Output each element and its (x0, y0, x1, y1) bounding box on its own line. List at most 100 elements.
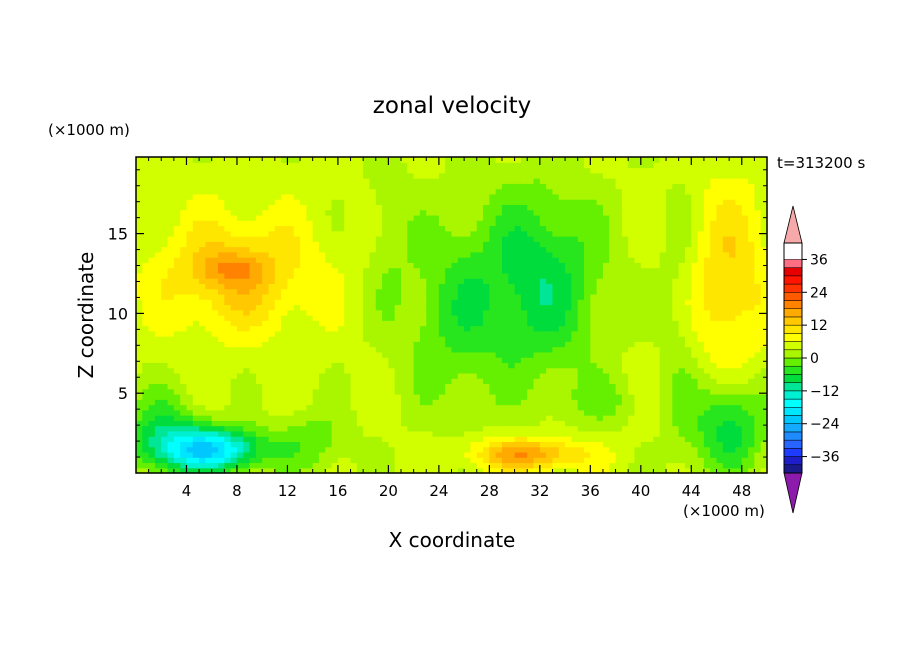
contour-cell (489, 462, 497, 469)
contour-cell (293, 204, 301, 211)
contour-cell (432, 378, 440, 385)
contour-cell (268, 320, 276, 327)
contour-cell (192, 230, 200, 237)
contour-cell (457, 409, 465, 416)
contour-cell (621, 293, 629, 300)
contour-cell (192, 309, 200, 316)
contour-cell (167, 388, 175, 395)
contour-cell (527, 299, 535, 306)
contour-cell (413, 172, 421, 179)
contour-cell (565, 262, 572, 269)
contour-cell (457, 315, 465, 321)
contour-cell (180, 230, 188, 237)
contour-cell (602, 230, 610, 237)
contour-cell (615, 351, 623, 358)
contour-cell (142, 394, 150, 400)
contour-cell (306, 367, 314, 374)
contour-cell (318, 346, 326, 353)
contour-cell (533, 267, 541, 274)
contour-cell (520, 388, 528, 395)
contour-cell (615, 278, 623, 284)
contour-cell (369, 325, 377, 332)
contour-cell (243, 178, 251, 184)
contour-cell (602, 188, 610, 195)
contour-cell (647, 341, 655, 348)
contour-cell (596, 304, 604, 311)
contour-cell (615, 167, 623, 174)
contour-cell (489, 309, 497, 316)
contour-cell (401, 367, 408, 374)
contour-cell (148, 441, 156, 448)
contour-cell (451, 230, 459, 237)
contour-cell (148, 357, 156, 363)
contour-cell (628, 188, 636, 195)
contour-cell (577, 251, 585, 258)
contour-cell (136, 241, 143, 248)
contour-cell (274, 199, 282, 205)
contour-cell (495, 420, 503, 427)
contour-cell (470, 467, 478, 474)
contour-cell (337, 436, 345, 442)
contour-cell (552, 320, 560, 327)
contour-cell (388, 388, 396, 395)
contour-cell (180, 214, 188, 221)
contour-cell (318, 372, 326, 379)
contour-cell (558, 467, 566, 474)
contour-cell (224, 378, 232, 385)
contour-cell (211, 362, 219, 369)
contour-cell (508, 251, 516, 258)
contour-cell (647, 399, 655, 406)
contour-cell (621, 225, 629, 232)
contour-cell (230, 183, 238, 190)
contour-cell (527, 372, 535, 379)
contour-cell (596, 330, 604, 337)
contour-cell (382, 299, 389, 306)
contour-cell (268, 272, 276, 279)
contour-cell (136, 388, 143, 395)
contour-cell (451, 336, 459, 342)
contour-cell (375, 315, 383, 321)
contour-cell (476, 293, 484, 300)
contour-cell (236, 178, 244, 184)
contour-cell (186, 357, 194, 363)
contour-cell (565, 267, 572, 274)
contour-cell (457, 304, 465, 311)
contour-cell (451, 214, 459, 221)
contour-cell (287, 246, 295, 253)
contour-cell (394, 288, 402, 295)
contour-cell (533, 420, 541, 427)
contour-cell (148, 304, 156, 311)
contour-cell (236, 336, 244, 342)
contour-cell (369, 204, 377, 211)
contour-cell (375, 325, 383, 332)
contour-cell (432, 204, 440, 211)
contour-cell (634, 193, 642, 200)
contour-cell (457, 320, 465, 327)
contour-cell (464, 425, 472, 432)
contour-cell (142, 357, 150, 363)
contour-cell (653, 467, 661, 474)
contour-cell (344, 457, 352, 464)
contour-cell (218, 341, 225, 348)
contour-cell (142, 272, 150, 279)
contour-cell (331, 293, 339, 300)
contour-cell (293, 193, 301, 200)
contour-cell (205, 299, 213, 306)
contour-cell (230, 225, 238, 232)
contour-cell (375, 178, 383, 184)
contour-cell (255, 178, 263, 184)
contour-cell (230, 188, 238, 195)
contour-cell (634, 415, 642, 421)
contour-cell (249, 172, 257, 179)
contour-cell (205, 236, 213, 242)
contour-cell (281, 193, 289, 200)
contour-cell (350, 446, 358, 453)
contour-cell (647, 278, 655, 284)
contour-cell (363, 278, 371, 284)
contour-cell (388, 304, 396, 311)
contour-cell (615, 325, 623, 332)
contour-cell (300, 462, 307, 469)
contour-cell (476, 315, 484, 321)
contour-cell (426, 425, 434, 432)
contour-cell (615, 236, 623, 242)
